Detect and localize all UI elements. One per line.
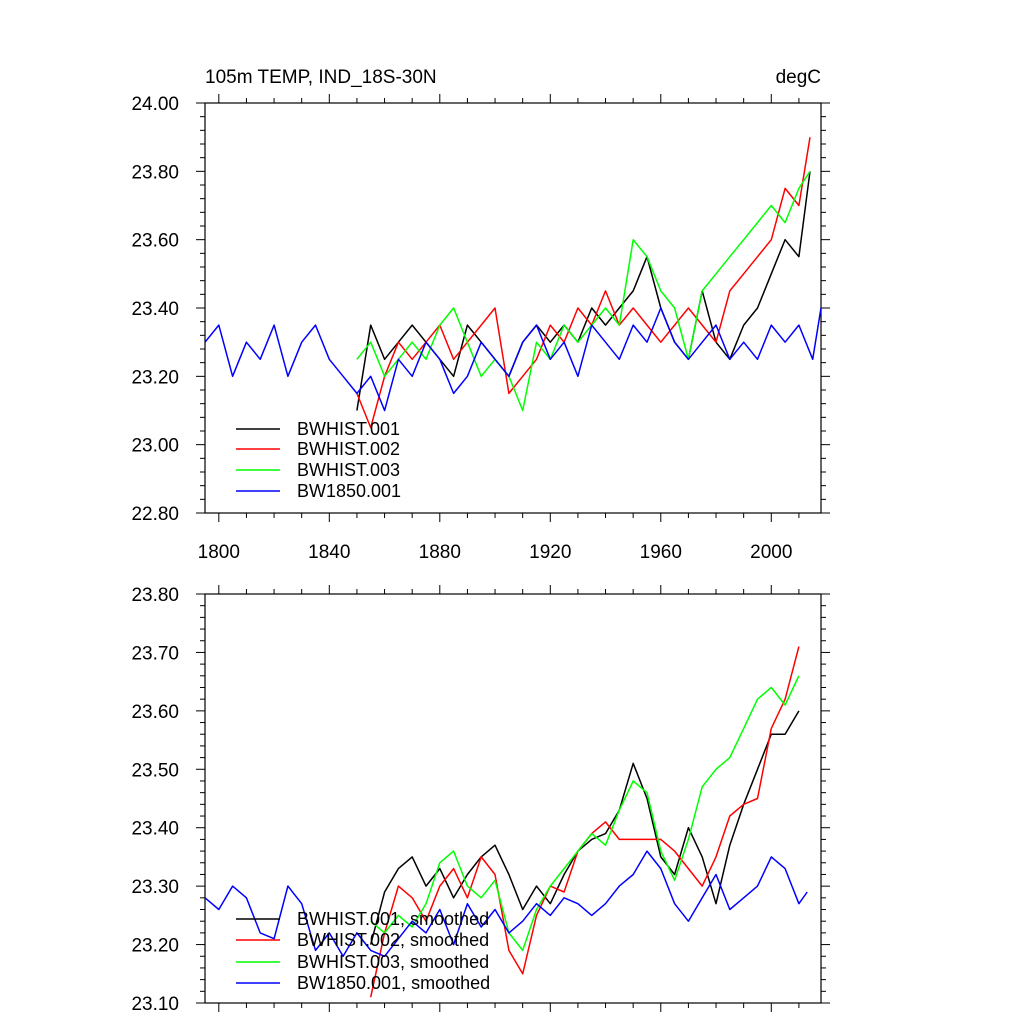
y-tick-label: 23.80	[131, 162, 179, 183]
y-tick-label: 23.60	[131, 231, 179, 252]
x-tick-label: 1960	[640, 542, 682, 563]
series-line-4	[205, 307, 821, 412]
y-tick-label: 23.20	[131, 936, 179, 957]
legend-label: BW1850.001, smoothed	[297, 973, 490, 993]
y-tick-label: 23.40	[131, 299, 179, 320]
legend-label: BWHIST.003, smoothed	[297, 952, 489, 972]
x-tick-label: 1840	[308, 542, 350, 563]
legend-label: BW1850.001	[297, 481, 401, 501]
y-tick-label: 23.30	[131, 877, 179, 898]
y-tick-label: 23.70	[131, 643, 179, 664]
y-tick-label: 22.80	[131, 504, 179, 525]
legend-label: BWHIST.003	[297, 460, 400, 480]
x-tick-label: 1920	[529, 542, 571, 563]
y-tick-label: 23.60	[131, 702, 179, 723]
y-tick-label: 23.10	[131, 994, 179, 1015]
series-line-1	[356, 171, 811, 411]
series-line-1	[369, 710, 800, 945]
chart-title-right: degC	[776, 67, 821, 88]
y-tick-label: 23.40	[131, 819, 179, 840]
legend-label: BWHIST.001, smoothed	[297, 909, 489, 929]
series-line-3	[356, 170, 811, 412]
y-tick-label: 24.00	[131, 94, 179, 115]
y-tick-label: 23.50	[131, 760, 179, 781]
chart-title-left: 105m TEMP, IND_18S-30N	[205, 67, 437, 88]
chart-panel-1: 105m TEMP, IND_18S-30N degC 1800 1840 1880 19…	[131, 67, 830, 563]
x-tick-label: 1800	[198, 542, 240, 563]
y-tick-label: 23.20	[131, 367, 179, 388]
plot-frame	[204, 593, 822, 1004]
y-tick-label: 23.80	[131, 585, 179, 606]
x-tick-label: 1880	[419, 542, 461, 563]
series-line-2	[356, 137, 811, 429]
x-tick-label: 2000	[750, 542, 792, 563]
legend-label: BWHIST.002, smoothed	[297, 930, 489, 950]
chart-panel-2: 23.10 23.20 23.30 23.40 23.50 23.60 23.70 23.80…	[131, 585, 830, 1015]
y-tick-label: 23.00	[131, 436, 179, 457]
legend-label: BWHIST.002	[297, 439, 400, 459]
series-line-3	[370, 675, 800, 952]
series-line-4	[205, 850, 808, 958]
legend-label: BWHIST.001	[297, 419, 400, 439]
